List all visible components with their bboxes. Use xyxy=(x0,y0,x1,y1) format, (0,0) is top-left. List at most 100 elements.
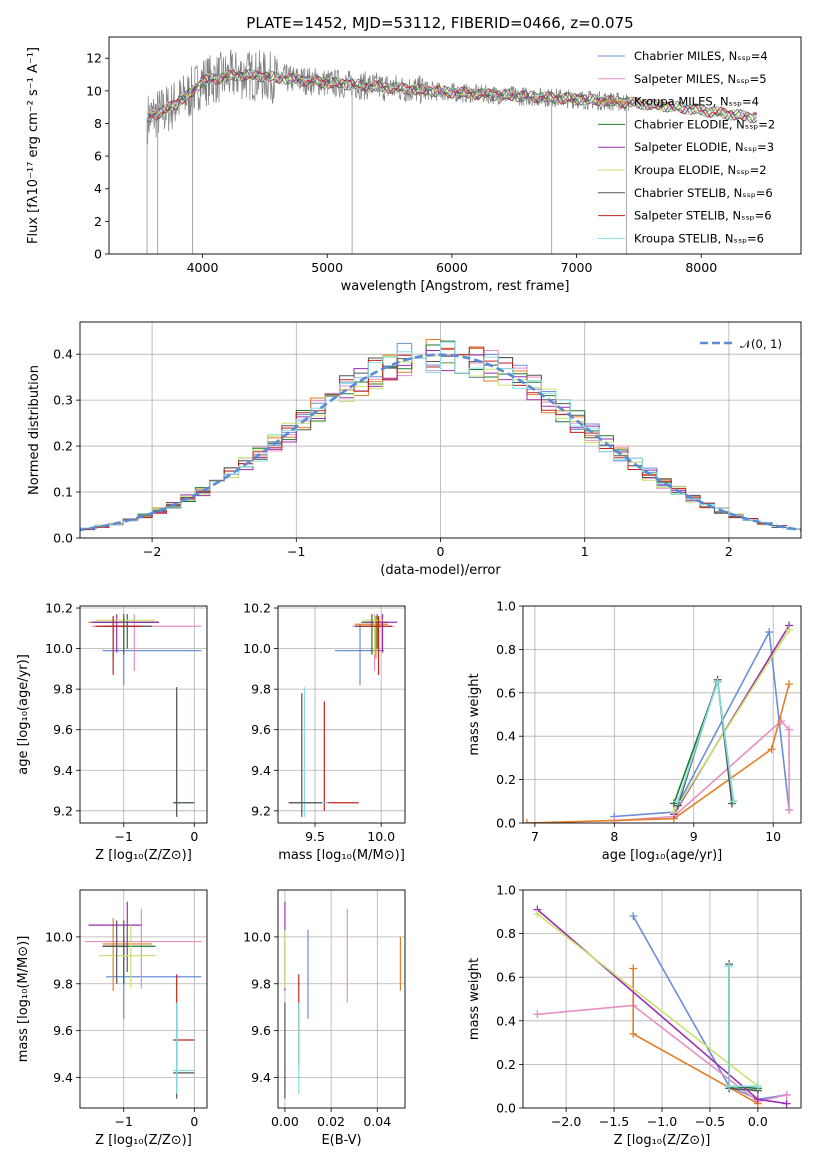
weight-line xyxy=(677,681,735,802)
weight-marker xyxy=(785,625,794,634)
x-tick-label: −1.0 xyxy=(647,1114,677,1129)
y-tick-label: 0.0 xyxy=(53,531,73,546)
weight-marker xyxy=(785,725,794,734)
panel-age-vs-Z: −1 0 9.2 9.4 9.6 9.8 10.0 10.2 Z [log₁₀(Z/Z⊙)] ag… xyxy=(16,601,208,863)
x-tick-label: 0 xyxy=(190,1114,198,1129)
weight-line xyxy=(728,966,758,1090)
panel-massweight-vs-age: 7 8 9 10 0.0 0.2 0.4 0.6 0.8 1.0 age [log₁₀(age/yr… xyxy=(467,599,802,863)
weight-marker xyxy=(523,819,531,823)
y-tick-label: 9.6 xyxy=(251,1023,271,1038)
y-axis-label: mass [log₁₀(M/M⊙)] xyxy=(16,936,31,1063)
y-tick-label: 0.0 xyxy=(496,1101,516,1116)
weight-marker xyxy=(785,805,794,814)
y-tick-label: 0 xyxy=(94,247,102,262)
weight-line xyxy=(677,679,733,806)
axes-frame xyxy=(277,889,406,1109)
weight-marker xyxy=(629,1029,638,1038)
y-tick-label: 9.8 xyxy=(251,976,271,991)
axes-frame xyxy=(108,36,802,255)
y-tick-label: 9.4 xyxy=(53,1070,73,1085)
x-tick-label: 10.0 xyxy=(367,829,395,844)
y-tick-label: 9.4 xyxy=(251,1070,271,1085)
y-tick-label: 0.2 xyxy=(496,772,516,787)
weight-line xyxy=(537,1004,787,1103)
y-tick-label: 0.8 xyxy=(496,642,516,657)
plot-area xyxy=(80,606,207,823)
y-tick-label: 10.0 xyxy=(243,641,271,656)
y-tick-label: 6 xyxy=(94,149,102,164)
y-tick-label: 0.1 xyxy=(53,485,73,500)
y-tick-label: 9.2 xyxy=(53,803,73,818)
y-tick-label: 0.4 xyxy=(496,1013,516,1028)
weight-line xyxy=(728,964,758,1092)
y-tick-label: 2 xyxy=(94,214,102,229)
y-axis-label: Flux [fλ10⁻¹⁷ erg cm⁻² s⁻¹ A⁻¹] xyxy=(26,47,41,244)
y-tick-label: 9.4 xyxy=(251,763,271,778)
x-axis-label: mass [log₁₀(M/M⊙)] xyxy=(278,848,405,863)
legend-label: Kroupa STELIB, Nₛₛₚ=6 xyxy=(634,231,764,245)
weight-line xyxy=(536,913,759,1087)
y-tick-label: 0.4 xyxy=(496,729,516,744)
plot-area xyxy=(278,606,405,823)
legend-label: Kroupa ELODIE, Nₛₛₚ=2 xyxy=(634,163,767,177)
residual-histogram xyxy=(80,341,801,533)
x-tick-label: −1 xyxy=(115,829,133,844)
y-axis-label: mass weight xyxy=(467,673,482,755)
y-tick-label: 10.0 xyxy=(243,929,271,944)
weight-marker xyxy=(767,745,776,754)
axes-frame xyxy=(79,321,802,539)
weight-marker xyxy=(533,1010,542,1019)
x-tick-label: −1 xyxy=(287,544,305,559)
weight-marker xyxy=(713,677,722,686)
chart-title: PLATE=1452, MJD=53112, FIBERID=0466, z=0… xyxy=(246,14,633,32)
y-tick-label: 9.6 xyxy=(53,722,73,737)
x-tick-label: 7 xyxy=(531,829,539,844)
y-tick-label: 1.0 xyxy=(496,599,516,614)
y-axis-label: age [log₁₀(age/yr)] xyxy=(16,654,31,775)
plot-area xyxy=(523,606,801,823)
x-tick-label: −0.5 xyxy=(695,1114,725,1129)
x-tick-label: −1 xyxy=(115,1114,133,1129)
weight-marker xyxy=(725,1082,734,1091)
plot-area xyxy=(146,49,758,254)
panel-spectrum: 4000 5000 6000 7000 8000 0 2 4 6 8 10 12 wavelength … xyxy=(26,14,802,294)
weight-line xyxy=(526,683,790,823)
x-tick-label: 0 xyxy=(190,829,198,844)
weight-marker xyxy=(782,1099,791,1108)
y-tick-label: 4 xyxy=(94,181,102,196)
x-tick-label: 0 xyxy=(437,544,445,559)
axes-frame xyxy=(522,889,802,1109)
weight-marker xyxy=(669,808,678,817)
weight-marker xyxy=(782,1090,791,1099)
x-tick-label: 0.0 xyxy=(748,1114,768,1129)
panel-residuals: −2 −1 0 1 2 0.0 0.1 0.2 0.3 0.4 (data-model)/error… xyxy=(27,321,802,578)
panel-mass-vs-Z: −1 0 9.4 9.6 9.8 10.0 Z [log₁₀(Z/Z⊙)] mass [log… xyxy=(16,889,208,1148)
x-tick-label: 2 xyxy=(725,544,733,559)
panel-massweight-vs-Z: −2.0 −1.5 −1.0 −0.5 0.0 0.0 0.2 0.4 0.6 0.8 1.0 Z [… xyxy=(467,883,802,1148)
model-spectrum xyxy=(147,69,757,123)
axes-frame xyxy=(277,605,406,824)
y-tick-label: 10.0 xyxy=(45,641,73,656)
legend-label: 𝒩(0, 1) xyxy=(740,337,782,351)
y-tick-label: 9.8 xyxy=(53,976,73,991)
x-tick-label: 1 xyxy=(581,544,589,559)
legend-label: Salpeter STELIB, Nₛₛₚ=6 xyxy=(634,209,772,223)
plot-area xyxy=(278,890,405,1108)
panel-mass-vs-ebv: 0.00 0.02 0.04 9.4 9.6 9.8 10.0 E(B-V) xyxy=(243,889,406,1148)
plot-area xyxy=(523,890,801,1108)
y-tick-label: 9.6 xyxy=(251,722,271,737)
weight-marker xyxy=(785,680,794,689)
legend-label: Chabrier ELODIE, Nₛₛₚ=2 xyxy=(634,117,775,131)
y-tick-label: 10.2 xyxy=(45,601,73,616)
x-tick-label: 4000 xyxy=(187,260,219,275)
x-axis-label: Z [log₁₀(Z/Z⊙)] xyxy=(95,1133,192,1148)
x-tick-label: 0.00 xyxy=(271,1114,299,1129)
legend-label: Kroupa MILES, Nₛₛₚ=4 xyxy=(634,95,759,109)
y-tick-label: 0.8 xyxy=(496,926,516,941)
y-tick-label: 10.2 xyxy=(243,601,271,616)
y-tick-label: 12 xyxy=(86,51,102,66)
legend-label: Salpeter MILES, Nₛₛₚ=5 xyxy=(634,72,767,86)
y-tick-label: 0.4 xyxy=(53,347,73,362)
weight-marker xyxy=(533,909,542,918)
